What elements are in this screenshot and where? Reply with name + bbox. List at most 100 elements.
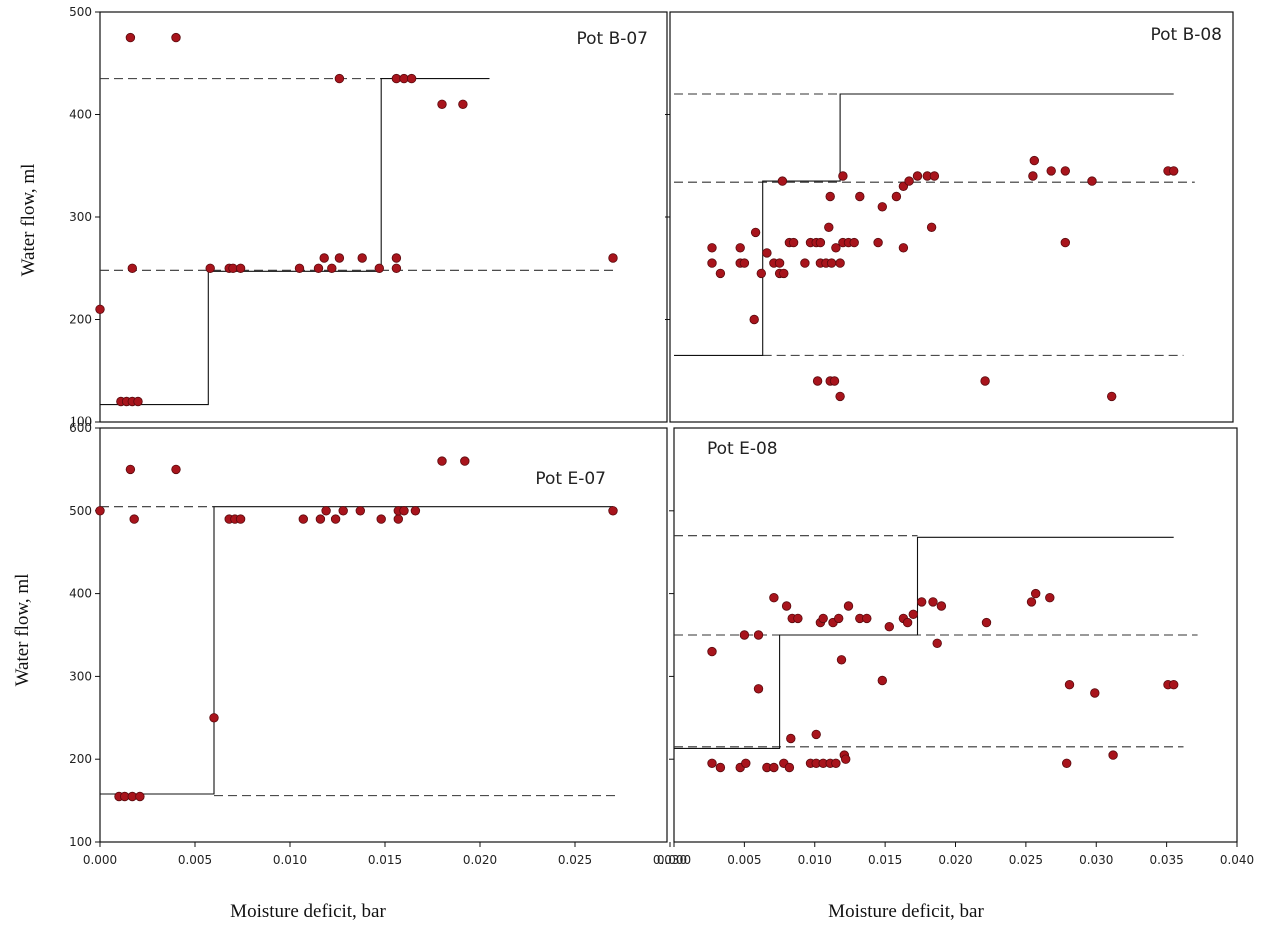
data-point: [437, 456, 447, 466]
x-tick-label: 0.025: [1009, 853, 1043, 867]
data-point: [769, 593, 779, 603]
x-tick-label: 0.020: [463, 853, 497, 867]
data-point: [917, 597, 927, 607]
panel-b08: Pot B-08: [665, 11, 1234, 423]
y-tick-label: 200: [69, 313, 92, 327]
step-line: [100, 506, 613, 795]
data-point: [750, 227, 761, 238]
panel-e08: Pot E-08 0.000 0.005 0.010 0.015 0.020 0.025 0.…: [657, 427, 1254, 867]
data-point: [1108, 750, 1118, 760]
data-point: [825, 191, 835, 202]
data-point: [330, 514, 341, 524]
data-point: [800, 258, 810, 268]
data-point: [929, 171, 940, 181]
data-point: [838, 171, 848, 181]
data-point: [334, 253, 345, 263]
data-point: [784, 762, 795, 773]
data-point: [932, 638, 942, 649]
data-point: [835, 391, 845, 402]
data-point: [831, 758, 841, 769]
step-line: [100, 78, 490, 406]
data-point: [777, 176, 788, 186]
data-point: [321, 506, 331, 516]
x-tick-label: 0.000: [83, 853, 117, 867]
data-point: [912, 171, 923, 181]
data-point: [824, 222, 834, 233]
data-point: [460, 456, 470, 466]
data-point: [1090, 688, 1100, 698]
plot-frame: [99, 427, 668, 843]
data-point: [95, 506, 105, 516]
data-point: [849, 237, 859, 248]
data-point: [769, 762, 779, 773]
data-point: [980, 376, 990, 386]
data-point: [391, 263, 402, 274]
data-point: [826, 258, 837, 268]
x-tick-label: 0.000: [657, 853, 691, 867]
data-point: [904, 176, 914, 186]
data-point: [707, 258, 717, 268]
data-point: [319, 253, 329, 263]
data-point: [739, 630, 750, 640]
data-point: [786, 733, 796, 744]
data-point: [715, 268, 726, 279]
x-tick-label: 0.010: [798, 853, 832, 867]
panel-title: Pot E-08: [707, 439, 778, 459]
data-point: [327, 263, 337, 274]
data-point: [926, 222, 937, 233]
x-tick-label: 0.015: [868, 853, 902, 867]
data-point: [125, 464, 136, 475]
data-point: [884, 622, 895, 632]
y-tick-label: 600: [69, 421, 92, 435]
panel-b07: Pot B-07 100 200 300 400 500: [69, 5, 668, 430]
data-point: [1029, 155, 1040, 166]
data-point: [1168, 680, 1179, 690]
data-point: [756, 268, 767, 279]
panel-title: Pot E-07: [535, 469, 606, 489]
x-tick-label: 0.030: [653, 853, 687, 867]
data-point: [749, 314, 759, 325]
plot-frame: [669, 11, 1234, 423]
data-point: [774, 258, 785, 268]
data-point: [928, 597, 938, 607]
data-point: [1046, 166, 1056, 176]
data-point: [399, 506, 409, 516]
data-point: [707, 243, 717, 253]
data-point: [298, 514, 309, 524]
data-point: [1061, 758, 1072, 769]
y-tick-label: 500: [69, 504, 92, 518]
data-point: [133, 396, 143, 407]
x-tick-label: 0.005: [727, 853, 761, 867]
x-tick-label: 0.030: [1079, 853, 1113, 867]
data-point: [818, 613, 828, 624]
data-point: [1045, 593, 1055, 603]
data-point: [171, 464, 181, 475]
y-tick-label: 200: [69, 752, 92, 766]
data-point: [1168, 166, 1179, 176]
x-tick-label: 0.015: [368, 853, 402, 867]
data-point: [95, 304, 105, 315]
data-point: [458, 99, 468, 110]
data-point: [376, 514, 386, 524]
data-point: [862, 613, 872, 624]
data-point: [437, 99, 447, 110]
y-tick-label: 400: [69, 108, 92, 122]
y-tick-label: 100: [69, 835, 92, 849]
data-point: [836, 655, 847, 665]
data-point: [908, 609, 919, 620]
data-point: [338, 506, 348, 516]
data-point: [753, 684, 764, 694]
data-point: [898, 243, 909, 253]
data-point: [391, 253, 402, 263]
data-point: [171, 32, 181, 43]
x-tick-label: 0.020: [938, 853, 972, 867]
data-point: [707, 646, 717, 657]
data-point: [127, 263, 138, 274]
data-point: [877, 675, 888, 686]
data-point: [1087, 176, 1097, 186]
data-point: [762, 248, 772, 258]
y-tick-label: 300: [69, 210, 92, 224]
data-point: [1106, 391, 1117, 402]
data-point: [815, 237, 826, 248]
x-tick-label: 0.040: [1220, 853, 1254, 867]
